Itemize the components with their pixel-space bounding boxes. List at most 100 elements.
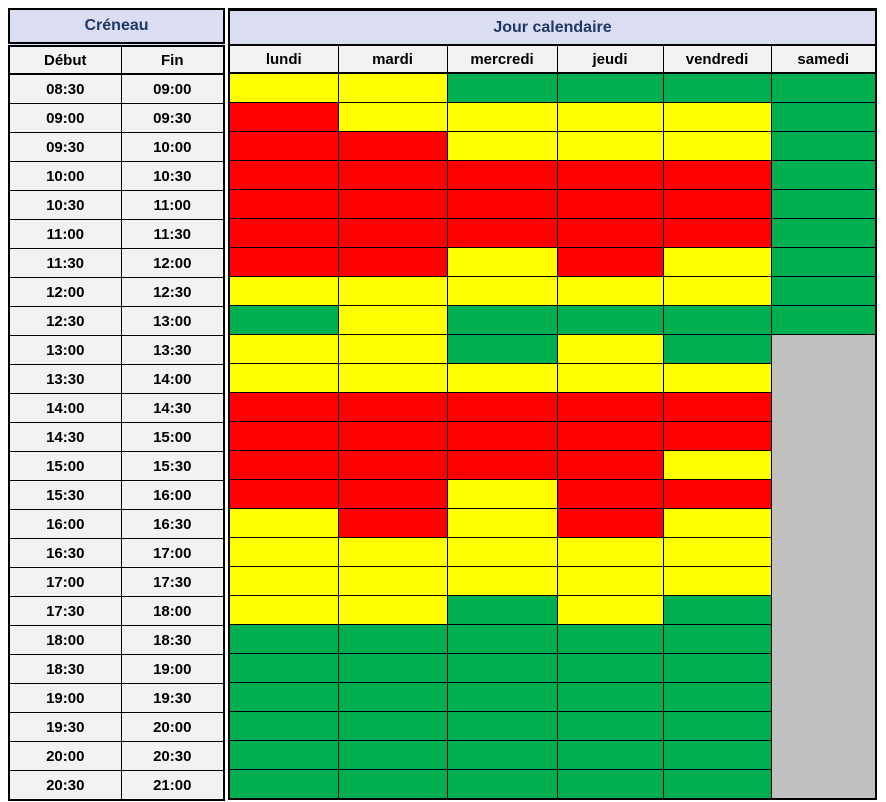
slot-cell-vendredi-12:00[interactable] <box>662 276 772 306</box>
slot-cell-vendredi-20:30[interactable] <box>662 769 772 800</box>
slot-cell-lundi-12:00[interactable] <box>228 276 339 306</box>
slot-cell-jeudi-10:30[interactable] <box>556 189 664 219</box>
slot-cell-mardi-17:30[interactable] <box>337 595 448 625</box>
slot-cell-mardi-10:30[interactable] <box>337 189 448 219</box>
slot-cell-vendredi-19:00[interactable] <box>662 682 772 712</box>
slot-cell-lundi-10:00[interactable] <box>228 160 339 190</box>
slot-cell-vendredi-18:00[interactable] <box>662 624 772 654</box>
slot-cell-jeudi-11:30[interactable] <box>556 247 664 277</box>
slot-cell-vendredi-16:30[interactable] <box>662 537 772 567</box>
slot-cell-mardi-19:00[interactable] <box>337 682 448 712</box>
slot-cell-mercredi-18:00[interactable] <box>446 624 558 654</box>
slot-cell-mardi-09:00[interactable] <box>337 102 448 132</box>
slot-cell-vendredi-10:00[interactable] <box>662 160 772 190</box>
slot-cell-vendredi-10:30[interactable] <box>662 189 772 219</box>
slot-cell-vendredi-11:00[interactable] <box>662 218 772 248</box>
slot-cell-mardi-14:00[interactable] <box>337 392 448 422</box>
slot-cell-lundi-09:30[interactable] <box>228 131 339 161</box>
slot-cell-vendredi-17:30[interactable] <box>662 595 772 625</box>
slot-cell-mardi-12:00[interactable] <box>337 276 448 306</box>
slot-cell-mercredi-19:00[interactable] <box>446 682 558 712</box>
slot-cell-mercredi-15:00[interactable] <box>446 450 558 480</box>
slot-cell-jeudi-14:30[interactable] <box>556 421 664 451</box>
slot-cell-samedi-11:30[interactable] <box>770 247 877 277</box>
slot-cell-vendredi-20:00[interactable] <box>662 740 772 770</box>
slot-cell-mercredi-16:00[interactable] <box>446 508 558 538</box>
slot-cell-jeudi-19:00[interactable] <box>556 682 664 712</box>
slot-cell-jeudi-10:00[interactable] <box>556 160 664 190</box>
slot-cell-lundi-18:30[interactable] <box>228 653 339 683</box>
slot-cell-vendredi-09:00[interactable] <box>662 102 772 132</box>
slot-cell-mercredi-19:30[interactable] <box>446 711 558 741</box>
slot-cell-mercredi-09:30[interactable] <box>446 131 558 161</box>
slot-cell-mercredi-10:30[interactable] <box>446 189 558 219</box>
slot-cell-jeudi-16:30[interactable] <box>556 537 664 567</box>
slot-cell-vendredi-11:30[interactable] <box>662 247 772 277</box>
slot-cell-vendredi-15:00[interactable] <box>662 450 772 480</box>
slot-cell-lundi-15:30[interactable] <box>228 479 339 509</box>
slot-cell-vendredi-13:00[interactable] <box>662 334 772 364</box>
slot-cell-lundi-09:00[interactable] <box>228 102 339 132</box>
slot-cell-mardi-18:00[interactable] <box>337 624 448 654</box>
slot-cell-lundi-15:00[interactable] <box>228 450 339 480</box>
slot-cell-mardi-16:00[interactable] <box>337 508 448 538</box>
slot-cell-vendredi-19:30[interactable] <box>662 711 772 741</box>
slot-cell-jeudi-15:00[interactable] <box>556 450 664 480</box>
slot-cell-mercredi-18:30[interactable] <box>446 653 558 683</box>
slot-cell-samedi-12:30[interactable] <box>770 305 877 335</box>
slot-cell-lundi-18:00[interactable] <box>228 624 339 654</box>
slot-cell-jeudi-14:00[interactable] <box>556 392 664 422</box>
slot-cell-jeudi-20:00[interactable] <box>556 740 664 770</box>
slot-cell-lundi-19:30[interactable] <box>228 711 339 741</box>
slot-cell-lundi-20:00[interactable] <box>228 740 339 770</box>
slot-cell-mercredi-20:30[interactable] <box>446 769 558 800</box>
slot-cell-mardi-13:00[interactable] <box>337 334 448 364</box>
slot-cell-samedi-12:00[interactable] <box>770 276 877 306</box>
slot-cell-lundi-10:30[interactable] <box>228 189 339 219</box>
slot-cell-lundi-16:00[interactable] <box>228 508 339 538</box>
slot-cell-jeudi-13:00[interactable] <box>556 334 664 364</box>
slot-cell-jeudi-12:00[interactable] <box>556 276 664 306</box>
slot-cell-jeudi-09:30[interactable] <box>556 131 664 161</box>
slot-cell-lundi-08:30[interactable] <box>228 72 339 103</box>
slot-cell-lundi-14:30[interactable] <box>228 421 339 451</box>
slot-cell-mardi-19:30[interactable] <box>337 711 448 741</box>
slot-cell-mercredi-15:30[interactable] <box>446 479 558 509</box>
slot-cell-mercredi-16:30[interactable] <box>446 537 558 567</box>
slot-cell-mardi-15:00[interactable] <box>337 450 448 480</box>
slot-cell-lundi-11:30[interactable] <box>228 247 339 277</box>
slot-cell-mardi-17:00[interactable] <box>337 566 448 596</box>
slot-cell-jeudi-20:30[interactable] <box>556 769 664 800</box>
slot-cell-mardi-16:30[interactable] <box>337 537 448 567</box>
slot-cell-vendredi-17:00[interactable] <box>662 566 772 596</box>
slot-cell-lundi-17:00[interactable] <box>228 566 339 596</box>
slot-cell-mardi-10:00[interactable] <box>337 160 448 190</box>
slot-cell-vendredi-12:30[interactable] <box>662 305 772 335</box>
slot-cell-lundi-13:00[interactable] <box>228 334 339 364</box>
slot-cell-samedi-09:30[interactable] <box>770 131 877 161</box>
slot-cell-vendredi-16:00[interactable] <box>662 508 772 538</box>
slot-cell-lundi-20:30[interactable] <box>228 769 339 800</box>
slot-block-samedi-afternoon-unavailable[interactable] <box>770 334 877 800</box>
slot-cell-mardi-20:30[interactable] <box>337 769 448 800</box>
slot-cell-mercredi-20:00[interactable] <box>446 740 558 770</box>
slot-cell-samedi-08:30[interactable] <box>770 72 877 103</box>
slot-cell-mercredi-17:00[interactable] <box>446 566 558 596</box>
slot-cell-jeudi-09:00[interactable] <box>556 102 664 132</box>
slot-cell-lundi-14:00[interactable] <box>228 392 339 422</box>
slot-cell-mardi-14:30[interactable] <box>337 421 448 451</box>
slot-cell-mardi-12:30[interactable] <box>337 305 448 335</box>
slot-cell-lundi-16:30[interactable] <box>228 537 339 567</box>
slot-cell-mardi-15:30[interactable] <box>337 479 448 509</box>
slot-cell-mercredi-13:00[interactable] <box>446 334 558 364</box>
slot-cell-samedi-09:00[interactable] <box>770 102 877 132</box>
slot-cell-lundi-19:00[interactable] <box>228 682 339 712</box>
slot-cell-mercredi-08:30[interactable] <box>446 72 558 103</box>
slot-cell-mardi-08:30[interactable] <box>337 72 448 103</box>
slot-cell-mardi-11:30[interactable] <box>337 247 448 277</box>
slot-cell-vendredi-13:30[interactable] <box>662 363 772 393</box>
slot-cell-mardi-18:30[interactable] <box>337 653 448 683</box>
slot-cell-jeudi-18:00[interactable] <box>556 624 664 654</box>
slot-cell-jeudi-17:00[interactable] <box>556 566 664 596</box>
slot-cell-mercredi-17:30[interactable] <box>446 595 558 625</box>
